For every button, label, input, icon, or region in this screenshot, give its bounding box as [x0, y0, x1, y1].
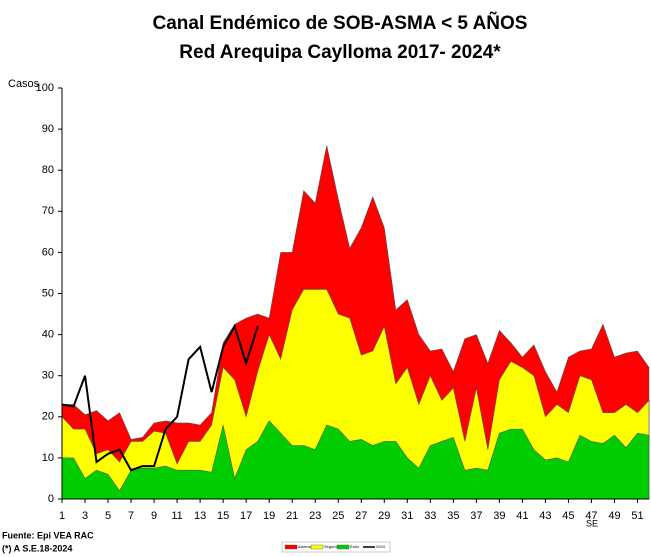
legend-swatch — [336, 544, 350, 550]
x-tick-label: 23 — [309, 510, 321, 522]
y-tick-label: 40 — [42, 329, 54, 341]
x-tick-label: 41 — [516, 510, 528, 522]
x-tick-label: 17 — [240, 510, 252, 522]
x-tick-label: 7 — [128, 510, 134, 522]
y-tick-label: 100 — [36, 82, 54, 94]
note: (*) A S.E.18-2024 — [2, 543, 72, 553]
x-tick-label: 1 — [59, 510, 65, 522]
x-tick-label: 9 — [151, 510, 157, 522]
y-tick-label: 20 — [42, 411, 54, 423]
y-tick-label: 60 — [42, 246, 54, 258]
x-tick-label: 25 — [332, 510, 344, 522]
x-tick-label: 21 — [286, 510, 298, 522]
y-tick-label: 70 — [42, 205, 54, 217]
area — [61, 420, 650, 500]
y-tick-label: 10 — [42, 452, 54, 464]
x-tick-label: 33 — [424, 510, 436, 522]
x-tick-label: 31 — [401, 510, 413, 522]
legend-label: Éxito — [350, 544, 360, 549]
source: Fuente: Epi VEA RAC — [2, 530, 94, 540]
x-tick-label: 15 — [217, 510, 229, 522]
x-tick-label: 47 — [585, 510, 597, 522]
y-tick-label: 80 — [42, 164, 54, 176]
x-axis-label: SE — [586, 518, 598, 528]
legend-box — [281, 541, 391, 553]
x-tick-label: 39 — [493, 510, 505, 522]
y-tick-label: 0 — [48, 493, 54, 505]
x-tick-label: 5 — [105, 510, 111, 522]
legend-label: Alarma — [298, 544, 311, 549]
x-tick-label: 43 — [539, 510, 551, 522]
legend-label: Seguridad — [324, 544, 342, 549]
legend-swatch — [310, 544, 324, 550]
x-tick-label: 13 — [194, 510, 206, 522]
x-tick-label: 29 — [378, 510, 390, 522]
y-tick-label: 90 — [42, 123, 54, 135]
chart-title: Canal Endémico de SOB-ASMA < 5 AÑOS — [153, 12, 528, 34]
x-tick-label: 27 — [355, 510, 367, 522]
line — [61, 323, 259, 472]
legend-swatch — [284, 544, 298, 550]
x-tick-label: 19 — [263, 510, 275, 522]
x-tick-label: 49 — [608, 510, 620, 522]
x-tick-label: 45 — [562, 510, 574, 522]
x-tick-label: 35 — [447, 510, 459, 522]
chart-subtitle: Red Arequipa Caylloma 2017- 2024* — [179, 42, 501, 63]
legend-label: 2024 — [376, 544, 386, 549]
y-tick-label: 30 — [42, 370, 54, 382]
y-axis-label: Casos — [8, 78, 40, 90]
x-tick-label: 51 — [631, 510, 643, 522]
x-tick-label: 37 — [470, 510, 482, 522]
y-tick-label: 50 — [42, 287, 54, 299]
x-tick-label: 11 — [171, 510, 182, 522]
x-tick-label: 3 — [82, 510, 88, 522]
